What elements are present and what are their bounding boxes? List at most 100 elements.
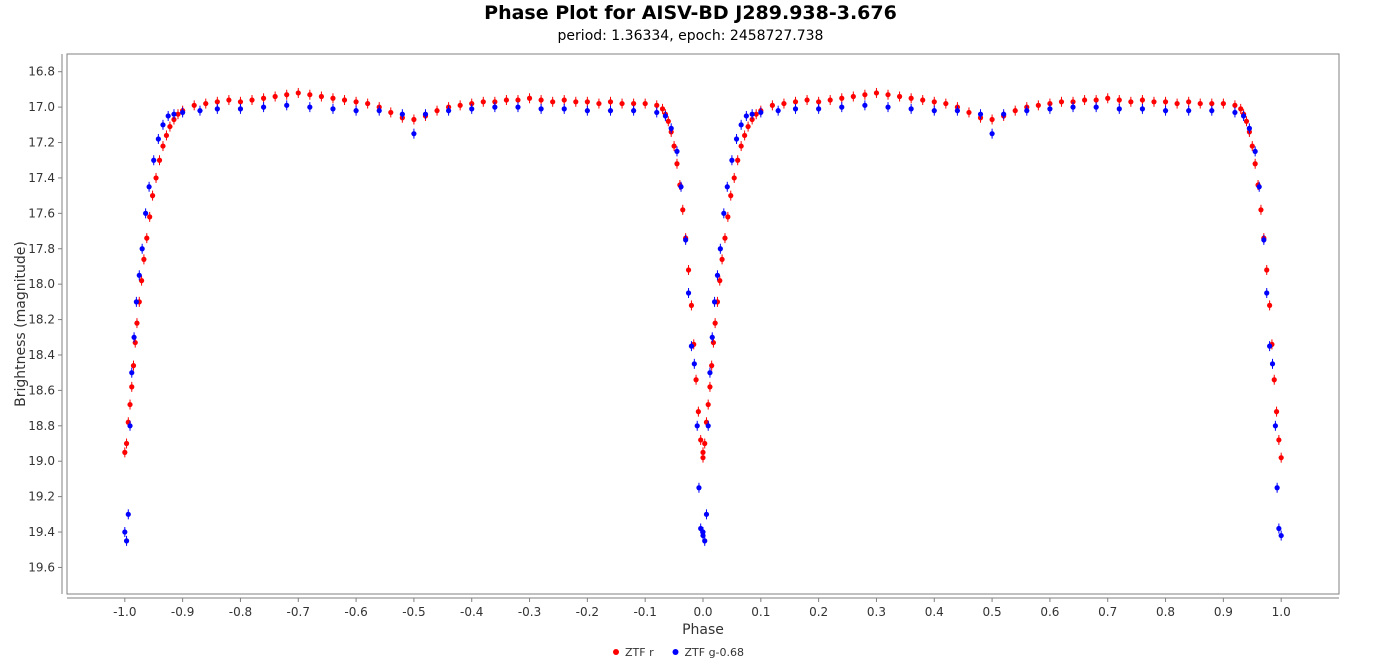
y-tick-label: 16.8 — [28, 65, 55, 79]
data-point — [123, 440, 130, 447]
data-point — [792, 106, 799, 112]
data-point — [1232, 109, 1238, 116]
data-point — [862, 102, 868, 108]
data-point — [561, 97, 567, 103]
data-point — [197, 108, 203, 114]
data-point — [129, 384, 135, 390]
data-point — [469, 106, 475, 112]
data-point — [1174, 100, 1180, 107]
data-point — [155, 136, 161, 142]
data-point — [1070, 99, 1076, 105]
data-point — [399, 111, 405, 117]
data-point — [896, 93, 903, 100]
series-ztf-g-0-68 — [122, 100, 1284, 546]
data-point — [160, 122, 166, 128]
data-point — [989, 131, 995, 137]
data-point — [719, 256, 725, 262]
x-tick-label: 0.7 — [1098, 605, 1117, 619]
data-point — [1252, 161, 1258, 167]
data-point — [688, 343, 695, 349]
data-point — [607, 108, 614, 114]
data-point — [330, 106, 336, 112]
data-point — [674, 148, 680, 154]
x-tick-label: -0.7 — [287, 605, 310, 619]
data-point — [1105, 95, 1111, 101]
data-point — [422, 111, 429, 117]
data-point — [989, 116, 995, 123]
data-point — [538, 97, 544, 103]
data-point — [850, 93, 856, 100]
data-point — [1139, 97, 1146, 103]
data-point — [1272, 423, 1278, 429]
data-point — [1220, 100, 1226, 107]
data-point — [134, 320, 140, 326]
data-point — [659, 106, 666, 112]
data-point — [1047, 106, 1053, 112]
data-point — [685, 267, 692, 273]
y-tick-label: 18.8 — [28, 419, 55, 433]
data-point — [163, 132, 170, 139]
data-point — [743, 113, 749, 119]
legend-marker — [613, 649, 619, 655]
data-point — [122, 529, 128, 535]
data-point — [284, 102, 290, 108]
data-point — [171, 111, 177, 117]
data-point — [1082, 97, 1088, 103]
data-point — [388, 109, 394, 116]
data-point — [1267, 302, 1273, 309]
y-tick-label: 19.4 — [28, 525, 55, 539]
data-point — [700, 532, 706, 539]
data-point — [908, 95, 914, 101]
data-point — [1256, 184, 1262, 190]
data-point — [721, 210, 727, 216]
data-point — [702, 440, 708, 447]
data-point — [1058, 99, 1065, 105]
data-point — [1249, 143, 1255, 149]
data-point — [1241, 113, 1247, 119]
data-point — [725, 214, 731, 220]
data-point — [662, 113, 669, 119]
data-point — [141, 256, 147, 262]
data-point — [1024, 108, 1030, 114]
data-point — [365, 100, 371, 107]
data-point — [214, 99, 220, 105]
plot-area — [66, 53, 1340, 595]
data-point — [1276, 525, 1282, 532]
data-point — [954, 108, 961, 114]
data-point — [143, 210, 149, 216]
x-tick-label: -0.6 — [344, 605, 367, 619]
data-point — [920, 97, 926, 103]
data-point — [1035, 102, 1041, 108]
data-point — [1047, 100, 1053, 107]
x-tick-label: 0.3 — [867, 605, 886, 619]
data-point — [873, 90, 880, 96]
data-point — [596, 100, 602, 107]
data-point — [631, 100, 637, 107]
data-point — [307, 92, 313, 98]
data-point — [816, 106, 822, 112]
data-point — [1001, 111, 1007, 117]
data-point — [133, 299, 139, 305]
data-point — [674, 161, 680, 167]
data-point — [1116, 97, 1122, 103]
data-point — [160, 143, 166, 149]
data-point — [411, 131, 417, 137]
x-tick-label: -0.5 — [402, 605, 425, 619]
data-point — [698, 437, 704, 443]
data-point — [1012, 108, 1018, 114]
data-point — [584, 99, 590, 105]
data-point — [738, 122, 744, 128]
data-point — [492, 104, 498, 110]
data-point — [139, 246, 145, 252]
data-point — [1258, 207, 1264, 213]
data-point — [698, 525, 704, 532]
y-tick-label: 17.0 — [28, 100, 55, 114]
y-tick-label: 17.4 — [28, 171, 55, 185]
data-point — [1261, 237, 1267, 243]
data-point — [1278, 455, 1284, 461]
data-point — [122, 449, 128, 455]
data-point — [561, 106, 567, 112]
data-point — [515, 97, 521, 103]
data-point — [132, 339, 138, 346]
x-tick-label: -1.0 — [113, 605, 136, 619]
